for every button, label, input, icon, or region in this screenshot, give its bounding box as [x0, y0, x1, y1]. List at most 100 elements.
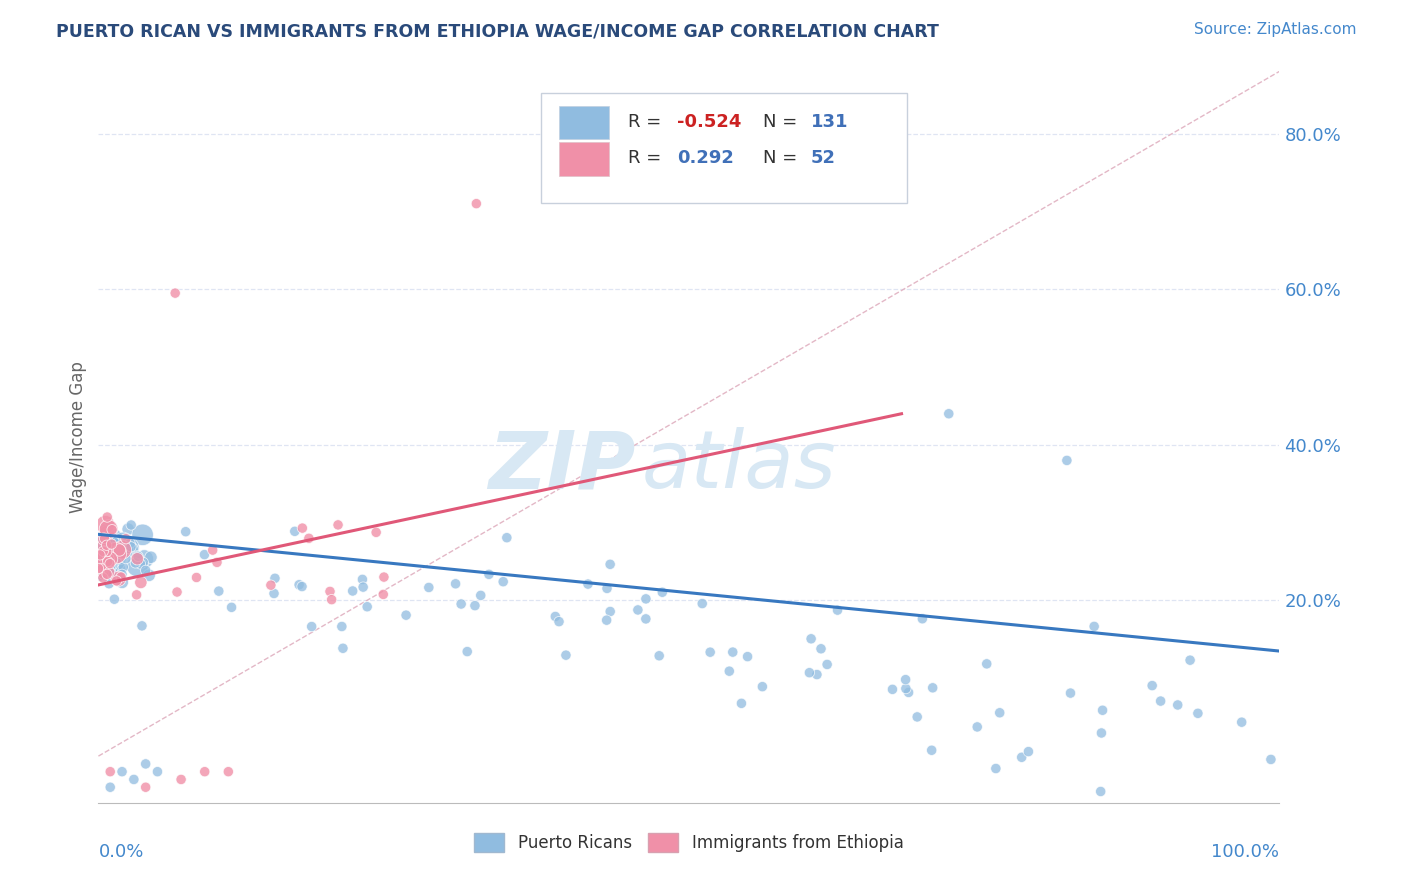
Point [627, 603, 650, 617]
Point [595, 613, 617, 627]
Point [356, 599, 378, 614]
Point [98, 576, 121, 591]
Point [120, 542, 142, 557]
Point [648, 648, 671, 663]
Text: atlas: atlas [641, 427, 837, 506]
Point [905, 710, 928, 724]
Point [450, 597, 472, 611]
Text: 0.0%: 0.0% [98, 843, 143, 861]
Point [93, 532, 115, 546]
Point [366, 525, 388, 540]
Point [548, 615, 571, 629]
Point [217, 764, 239, 779]
Point [966, 720, 988, 734]
Point [1091, 703, 1114, 717]
Point [131, 619, 153, 633]
Point [1083, 619, 1105, 633]
Point [1167, 698, 1189, 712]
Point [104, 545, 127, 559]
Point [129, 575, 152, 590]
Point [110, 570, 132, 584]
Point [89, 557, 111, 571]
Point [1140, 679, 1163, 693]
Point [89, 569, 111, 583]
Point [634, 612, 657, 626]
Point [976, 657, 998, 671]
Point [291, 580, 314, 594]
Point [96, 553, 118, 567]
Point [1017, 745, 1039, 759]
Point [988, 706, 1011, 720]
Point [103, 534, 125, 549]
Point [97, 554, 120, 568]
Point [127, 549, 149, 564]
Point [330, 619, 353, 633]
Point [115, 532, 138, 546]
Text: N =: N = [763, 149, 797, 168]
Point [170, 772, 193, 787]
Point [186, 570, 208, 584]
Point [263, 586, 285, 600]
Point [105, 554, 128, 568]
Point [264, 571, 287, 585]
Point [93, 532, 115, 546]
Point [882, 682, 904, 697]
Point [1178, 653, 1201, 667]
Point [938, 407, 960, 421]
Point [91, 562, 114, 576]
Point [166, 585, 188, 599]
Point [134, 552, 156, 566]
Point [96, 544, 118, 558]
Point [718, 664, 741, 678]
Point [984, 762, 1007, 776]
Point [93, 567, 115, 582]
Point [93, 554, 115, 568]
Text: Source: ZipAtlas.com: Source: ZipAtlas.com [1194, 22, 1357, 37]
Point [260, 578, 283, 592]
Point [90, 553, 112, 567]
Point [101, 558, 124, 572]
Point [97, 522, 120, 536]
Point [205, 555, 228, 569]
Point [105, 537, 128, 551]
Point [93, 523, 115, 537]
Point [89, 548, 111, 562]
Point [596, 582, 619, 596]
Point [103, 592, 125, 607]
FancyBboxPatch shape [560, 143, 609, 176]
Point [105, 574, 128, 588]
Point [799, 665, 821, 680]
Point [730, 697, 752, 711]
Text: PUERTO RICAN VS IMMIGRANTS FROM ETHIOPIA WAGE/INCOME GAP CORRELATION CHART: PUERTO RICAN VS IMMIGRANTS FROM ETHIOPIA… [56, 22, 939, 40]
Point [127, 551, 149, 566]
Point [911, 612, 934, 626]
Point [194, 764, 217, 779]
Point [131, 528, 153, 542]
Point [352, 573, 374, 587]
Point [291, 521, 314, 535]
Point [544, 609, 567, 624]
Point [326, 517, 349, 532]
Point [298, 531, 321, 545]
Point [1090, 726, 1112, 740]
Point [599, 558, 621, 572]
Text: R =: R = [627, 112, 666, 131]
Point [651, 585, 673, 599]
Point [98, 780, 121, 795]
Point [699, 645, 721, 659]
Point [101, 531, 124, 545]
Point [100, 548, 122, 562]
Point [208, 584, 231, 599]
Point [815, 657, 838, 672]
Point [444, 576, 467, 591]
Point [132, 556, 155, 570]
Point [827, 603, 849, 617]
Point [737, 649, 759, 664]
Point [108, 543, 131, 558]
Point [96, 526, 118, 541]
Text: 131: 131 [811, 112, 848, 131]
Point [122, 772, 145, 787]
Point [112, 534, 135, 549]
Point [1187, 706, 1209, 721]
Point [127, 558, 149, 573]
